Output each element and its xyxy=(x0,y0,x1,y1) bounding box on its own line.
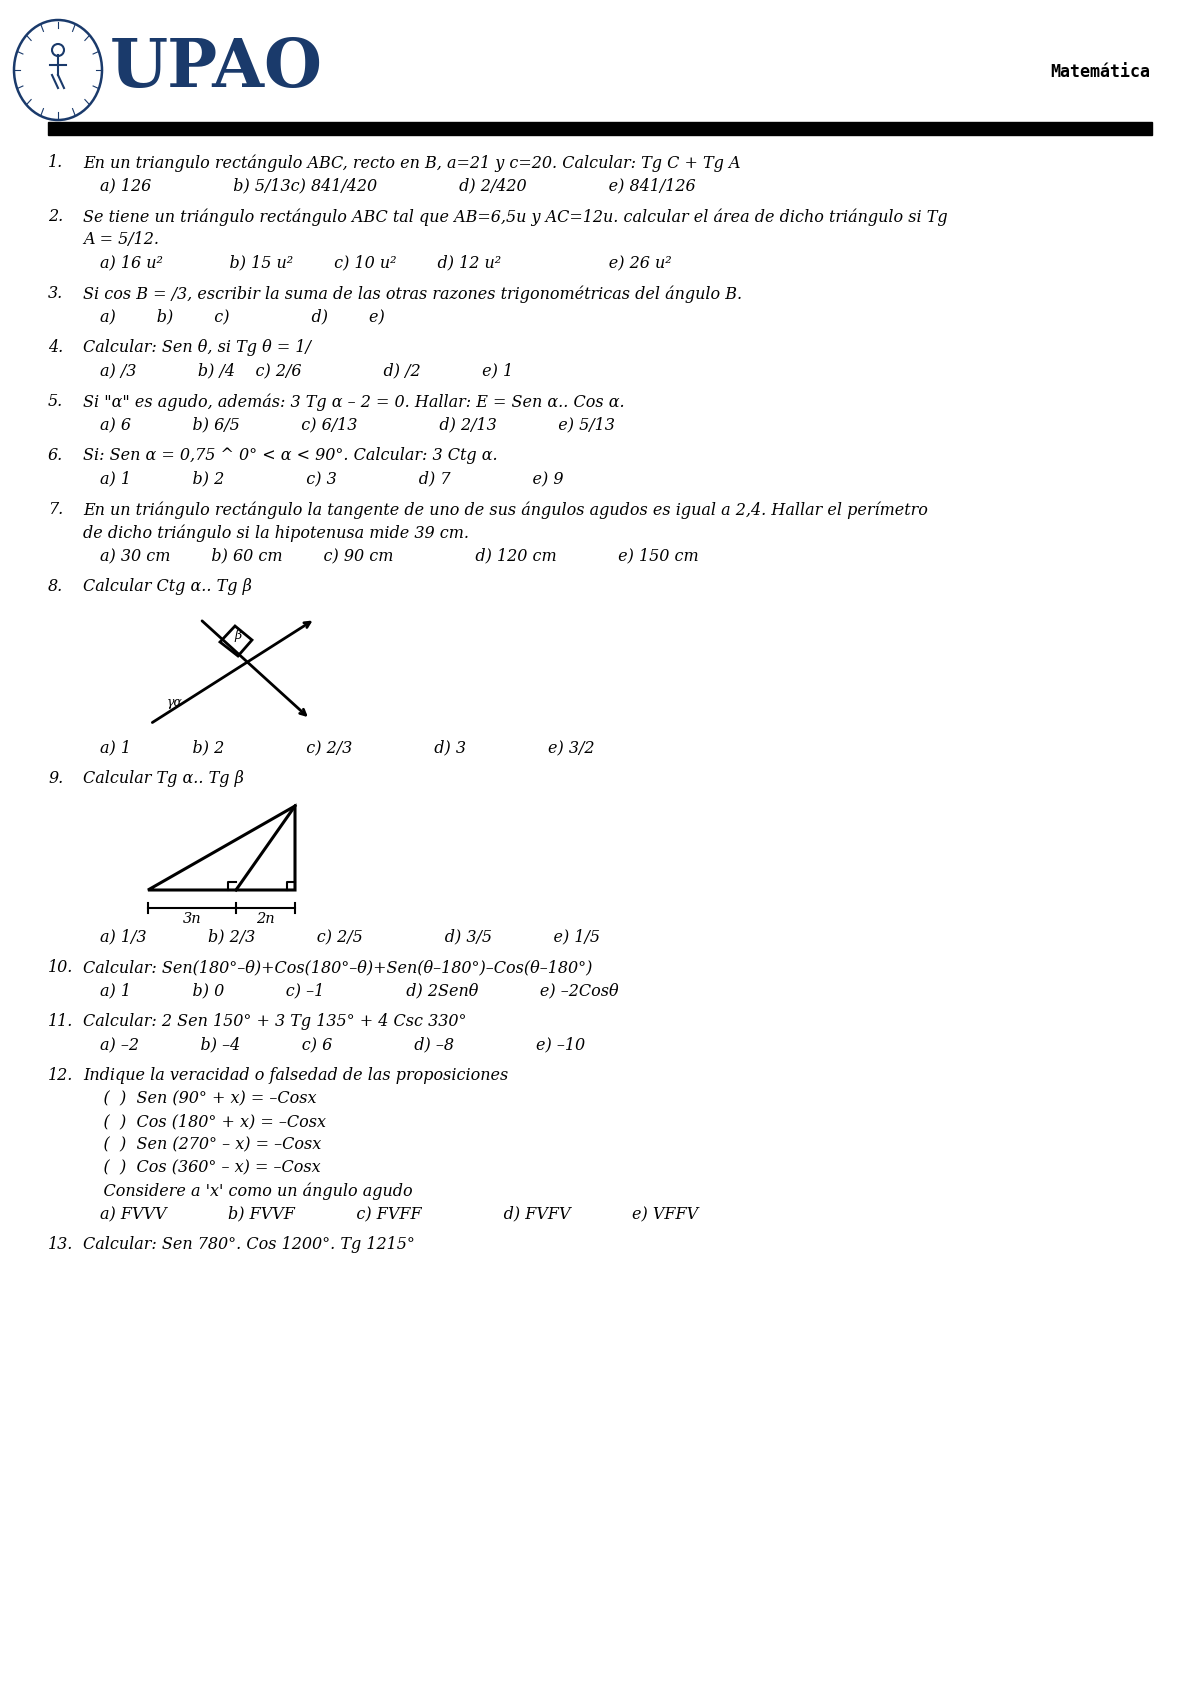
Text: a) 1            b) 2                c) 2/3                d) 3                e): a) 1 b) 2 c) 2/3 d) 3 e) xyxy=(100,739,594,756)
Text: γα: γα xyxy=(167,696,182,708)
Text: a) 1            b) 2                c) 3                d) 7                e) 9: a) 1 b) 2 c) 3 d) 7 e) 9 xyxy=(100,470,564,487)
Text: a) /3            b) /4    c) 2/6                d) /2            e) 1: a) /3 b) /4 c) 2/6 d) /2 e) 1 xyxy=(100,362,514,379)
Text: Calcular: 2 Sen 150° + 3 Tg 135° + 4 Csc 330°: Calcular: 2 Sen 150° + 3 Tg 135° + 4 Csc… xyxy=(83,1014,467,1031)
Text: 13.: 13. xyxy=(48,1236,73,1253)
Text: Considere a 'x' como un ángulo agudo: Considere a 'x' como un ángulo agudo xyxy=(83,1182,413,1199)
Text: (  )  Sen (90° + x) = –Cosx: ( ) Sen (90° + x) = –Cosx xyxy=(83,1090,317,1107)
Text: a) 1/3            b) 2/3            c) 2/5                d) 3/5            e) 1: a) 1/3 b) 2/3 c) 2/5 d) 3/5 e) 1 xyxy=(100,929,600,946)
Text: a) –2            b) –4            c) 6                d) –8                e) –1: a) –2 b) –4 c) 6 d) –8 e) –1 xyxy=(100,1036,586,1053)
Text: Calcular: Sen(180°–θ)+Cos(180°–θ)+Sen(θ–180°)–Cos(θ–180°): Calcular: Sen(180°–θ)+Cos(180°–θ)+Sen(θ–… xyxy=(83,959,593,976)
Text: Indique la veracidad o falsedad de las proposiciones: Indique la veracidad o falsedad de las p… xyxy=(83,1066,509,1083)
Text: a)        b)        c)                d)        e): a) b) c) d) e) xyxy=(100,307,385,324)
Text: a) 30 cm        b) 60 cm        c) 90 cm                d) 120 cm            e) : a) 30 cm b) 60 cm c) 90 cm d) 120 cm e) xyxy=(100,547,698,564)
Text: 3n: 3n xyxy=(182,912,202,925)
Text: Matemática: Matemática xyxy=(1050,63,1150,82)
Text: β: β xyxy=(234,630,241,642)
Text: 1.: 1. xyxy=(48,155,64,171)
Text: En un triangulo rectángulo ABC, recto en B, a=21 y c=20. Calcular: Tg C + Tg A: En un triangulo rectángulo ABC, recto en… xyxy=(83,155,740,171)
Text: UPAO: UPAO xyxy=(110,36,323,100)
Text: (  )  Sen (270° – x) = –Cosx: ( ) Sen (270° – x) = –Cosx xyxy=(83,1136,322,1153)
Text: Si: Sen α = 0,75 ^ 0° < α < 90°. Calcular: 3 Ctg α.: Si: Sen α = 0,75 ^ 0° < α < 90°. Calcula… xyxy=(83,447,498,464)
Text: Si "α" es agudo, además: 3 Tg α – 2 = 0. Hallar: E = Sen α.. Cos α.: Si "α" es agudo, además: 3 Tg α – 2 = 0.… xyxy=(83,392,625,411)
Text: a) 16 u²             b) 15 u²        c) 10 u²        d) 12 u²                   : a) 16 u² b) 15 u² c) 10 u² d) 12 u² xyxy=(100,255,672,272)
Text: 4.: 4. xyxy=(48,340,64,357)
Text: Calcular Tg α.. Tg β: Calcular Tg α.. Tg β xyxy=(83,769,244,786)
Text: Calcular Ctg α.. Tg β: Calcular Ctg α.. Tg β xyxy=(83,577,252,594)
Text: 6.: 6. xyxy=(48,447,64,464)
Text: Calcular: Sen 780°. Cos 1200°. Tg 1215°: Calcular: Sen 780°. Cos 1200°. Tg 1215° xyxy=(83,1236,415,1253)
Text: a) FVVV            b) FVVF            c) FVFF                d) FVFV            : a) FVVV b) FVVF c) FVFF d) FVFV xyxy=(100,1206,698,1223)
Text: 2.: 2. xyxy=(48,207,64,226)
Text: Se tiene un triángulo rectángulo ABC tal que AB=6,5u y AC=12u. calcular el área : Se tiene un triángulo rectángulo ABC tal… xyxy=(83,207,948,226)
Text: 3.: 3. xyxy=(48,285,64,302)
Text: Si cos B = /3, escribir la suma de las otras razones trigonométricas del ángulo : Si cos B = /3, escribir la suma de las o… xyxy=(83,285,742,302)
Text: (  )  Cos (360° – x) = –Cosx: ( ) Cos (360° – x) = –Cosx xyxy=(83,1160,320,1177)
Bar xyxy=(48,122,1152,136)
Text: de dicho triángulo si la hipotenusa mide 39 cm.: de dicho triángulo si la hipotenusa mide… xyxy=(83,525,469,542)
Text: a) 126                b) 5/13c) 841/420                d) 2/420                e: a) 126 b) 5/13c) 841/420 d) 2/420 e xyxy=(100,177,696,194)
Text: En un triángulo rectángulo la tangente de uno de sus ángulos agudos es igual a 2: En un triángulo rectángulo la tangente d… xyxy=(83,501,928,518)
Text: a) 6            b) 6/5            c) 6/13                d) 2/13            e) 5: a) 6 b) 6/5 c) 6/13 d) 2/13 e) 5 xyxy=(100,416,614,433)
Text: 5.: 5. xyxy=(48,392,64,409)
Text: Calcular: Sen θ, si Tg θ = 1/: Calcular: Sen θ, si Tg θ = 1/ xyxy=(83,340,311,357)
Text: 8.: 8. xyxy=(48,577,64,594)
Text: 9.: 9. xyxy=(48,769,64,786)
Text: (  )  Cos (180° + x) = –Cosx: ( ) Cos (180° + x) = –Cosx xyxy=(83,1112,326,1129)
Text: 10.: 10. xyxy=(48,959,73,976)
Text: 2n: 2n xyxy=(256,912,275,925)
Text: 12.: 12. xyxy=(48,1066,73,1083)
Text: a) 1            b) 0            c) –1                d) 2Senθ            e) –2Co: a) 1 b) 0 c) –1 d) 2Senθ e) –2Co xyxy=(100,981,619,998)
Text: 11.: 11. xyxy=(48,1014,73,1031)
Text: 7.: 7. xyxy=(48,501,64,518)
Text: A = 5/12.: A = 5/12. xyxy=(83,231,158,248)
